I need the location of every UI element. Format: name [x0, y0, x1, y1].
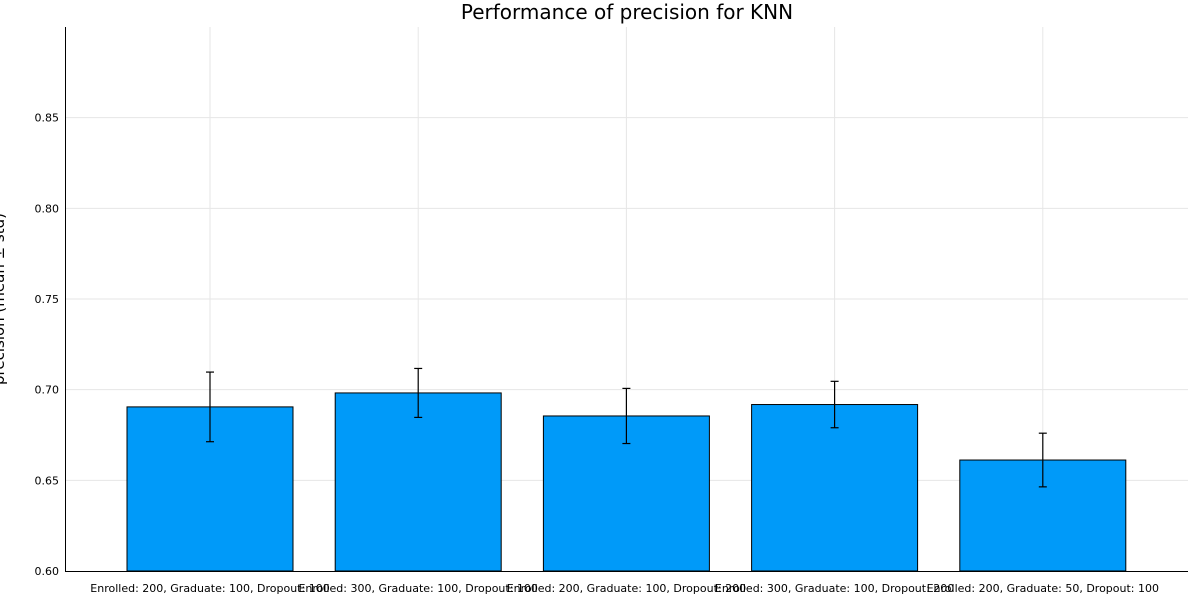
y-tick-label: 0.85 [35, 112, 60, 125]
x-tick-label: Enrolled: 200, Graduate: 100, Dropout: 1… [90, 582, 329, 595]
y-axis-label: precision (mean ± std) [0, 213, 8, 385]
y-tick-label: 0.65 [35, 474, 60, 487]
x-ticks: Enrolled: 200, Graduate: 100, Dropout: 1… [90, 582, 1159, 595]
x-tick-label: Enrolled: 300, Graduate: 100, Dropout: 1… [298, 582, 537, 595]
y-tick-label: 0.60 [35, 565, 60, 578]
x-tick-label: Enrolled: 200, Graduate: 50, Dropout: 10… [927, 582, 1159, 595]
y-tick-label: 0.75 [35, 293, 60, 306]
chart-title: Performance of precision for KNN [461, 0, 793, 24]
y-ticks: 0.60 0.65 0.70 0.75 0.80 0.85 [35, 112, 60, 578]
x-tick-label: Enrolled: 200, Graduate: 100, Dropout: 2… [507, 582, 746, 595]
bar [751, 404, 919, 572]
error-bars-layer [206, 367, 1047, 488]
bar [334, 392, 502, 572]
x-tick-label: Enrolled: 300, Graduate: 100, Dropout: 2… [715, 582, 954, 595]
y-tick-label: 0.70 [35, 384, 60, 397]
y-tick-label: 0.80 [35, 202, 60, 215]
